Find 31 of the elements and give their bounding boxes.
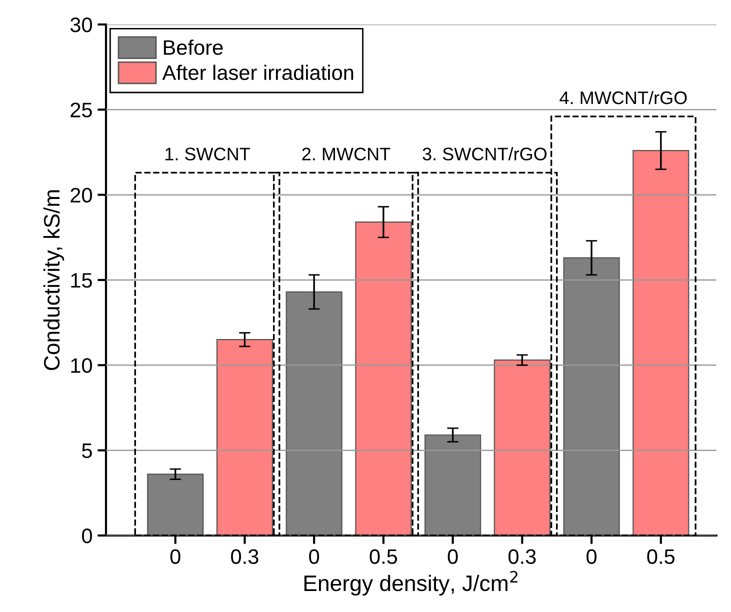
y-axis-title: Conductivity, kS/m <box>43 190 64 370</box>
bar <box>355 222 412 536</box>
annotation: 4. MWCNT/rGO <box>560 90 687 104</box>
y-tick-label: 15 <box>71 273 92 288</box>
y-tick-label: 20 <box>70 188 92 203</box>
y-tick-label: 10 <box>71 358 92 373</box>
annotation: 3. SWCNT/rGO <box>422 147 547 160</box>
y-tick-label: 0 <box>82 528 92 544</box>
bar <box>286 291 342 536</box>
annotation: 1. SWCNT <box>166 148 250 160</box>
annotation: 2. MWCNT <box>302 148 390 160</box>
x-tick-label: 0 <box>586 549 597 564</box>
x-tick-label: 0 <box>448 549 458 564</box>
y-tick-label: 5 <box>82 444 92 458</box>
legend-label: After laser irradiation <box>162 64 354 80</box>
y-tick-label: 30 <box>70 17 92 32</box>
bar <box>216 339 274 536</box>
x-tick-label: 0.5 <box>370 549 398 564</box>
legend-label: Before <box>164 40 223 55</box>
x-tick-label: 0 <box>170 549 180 564</box>
bar <box>147 474 204 536</box>
bar <box>494 359 550 536</box>
bar <box>632 150 690 536</box>
x-tick-label: 0 <box>309 549 320 564</box>
bar <box>424 434 482 536</box>
x-tick-label: 0.3 <box>508 549 536 564</box>
y-tick-label: 25 <box>70 102 92 118</box>
x-tick-label: 0.3 <box>231 549 258 564</box>
x-axis-title: Energy density, J/cm$^{2}$ <box>304 570 518 596</box>
bar <box>563 257 620 536</box>
x-tick-label: 0.5 <box>647 549 674 564</box>
